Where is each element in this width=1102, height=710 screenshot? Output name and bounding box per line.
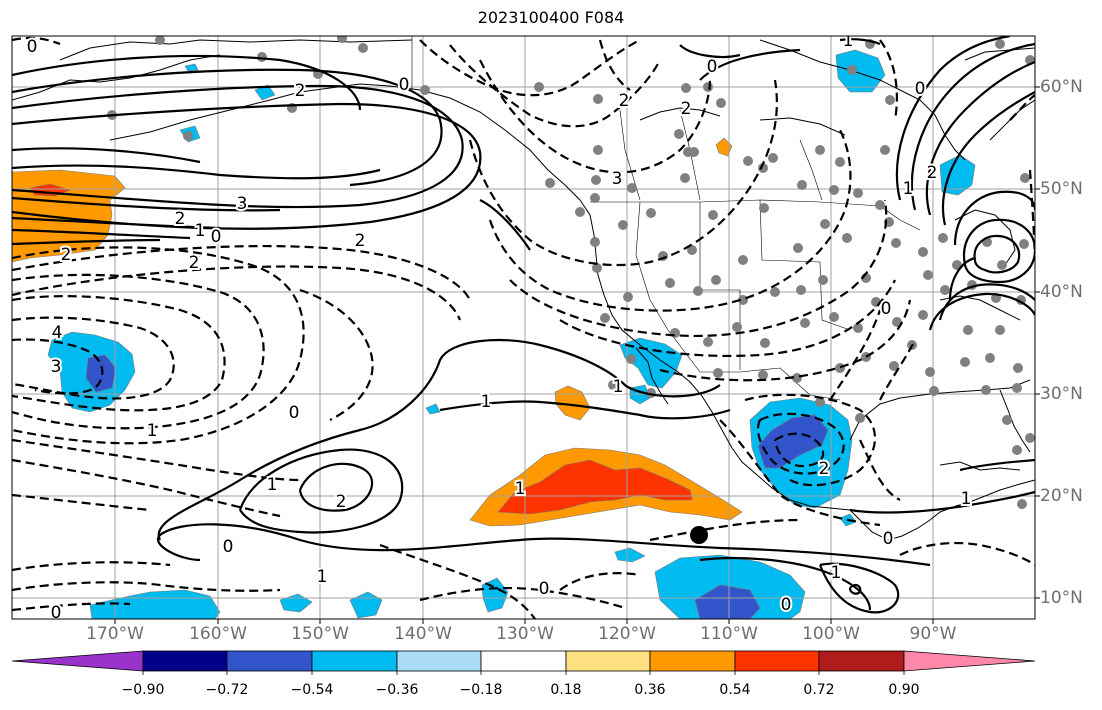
colorbar-bin [480, 650, 567, 672]
contour-label: 0 [539, 579, 550, 599]
contour-label: 2 [819, 459, 830, 479]
colorbar-tick-label: −0.90 [121, 682, 165, 698]
contour-labels: 3 2 1 0 2 2 2 4 3 1 0 1 2 1 0 1 2 1 1 0 … [25, 31, 974, 623]
colorbar-tick-label: −0.72 [205, 682, 249, 698]
contour-label: 1 [515, 479, 526, 499]
contour-label: 1 [903, 179, 914, 199]
contour-label: 1 [195, 221, 206, 241]
contour-label: 0 [289, 403, 300, 423]
longitude-label: 110°W [700, 624, 758, 644]
contour-label: 1 [613, 377, 624, 397]
colorbar-tick-label: 0.18 [550, 682, 582, 698]
location-marker [690, 526, 708, 544]
colorbar-bin [311, 650, 398, 672]
contour-label: 0 [223, 537, 234, 557]
map-panel: 3 2 1 0 2 2 2 4 3 1 0 1 2 1 0 1 2 1 1 0 … [12, 31, 1035, 623]
map-title: 2023100400 F084 [477, 8, 625, 27]
latitude-label: 60°N [1040, 77, 1083, 97]
contour-label: 2 [927, 163, 938, 183]
contour-label: 3 [612, 169, 623, 189]
colorbar-bin [142, 650, 228, 672]
station-dots [107, 36, 1035, 509]
longitude-label: 140°W [394, 624, 452, 644]
contour-label: 2 [189, 253, 200, 273]
colorbar-bin [226, 650, 313, 672]
contour-label: 1 [843, 31, 854, 51]
latitude-label: 20°N [1040, 486, 1083, 506]
latitude-label: 50°N [1040, 179, 1083, 199]
colorbar-bin [649, 650, 736, 672]
contour-label: 1 [961, 489, 972, 509]
colorbar-tick-label: 0.90 [888, 682, 920, 698]
contour-label: 1 [267, 475, 278, 495]
contour-label: 2 [61, 245, 72, 265]
contour-label: 0 [707, 57, 718, 77]
contour-label: 0 [915, 79, 926, 99]
longitude-label: 150°W [291, 624, 349, 644]
longitude-label: 100°W [802, 624, 860, 644]
dashed-contours [12, 36, 1035, 619]
contour-label: 2 [295, 81, 306, 101]
contour-label: 1 [481, 392, 492, 412]
axis-ticks [114, 86, 1040, 624]
colorbar-tick-label: −0.18 [459, 682, 503, 698]
colorbar-extend-low [11, 650, 144, 672]
contour-label: 0 [881, 299, 892, 319]
latitude-label: 40°N [1040, 282, 1083, 302]
map-frame [11, 35, 1036, 620]
contour-label: 1 [317, 567, 328, 587]
longitude-label: 160°W [189, 624, 247, 644]
solid-contours [12, 36, 1035, 614]
colorbar-bin [734, 650, 820, 672]
colorbar-tick-label: −0.36 [375, 682, 419, 698]
contour-label: 1 [147, 421, 158, 441]
longitude-label: 90°W [909, 624, 957, 644]
contour-label: 0 [211, 227, 222, 247]
colorbar-tick-label: −0.54 [290, 682, 334, 698]
colorbar-tick-label: 0.72 [803, 682, 835, 698]
contour-label: 0 [883, 529, 894, 549]
contour-label: 3 [51, 357, 62, 377]
contour-label: 2 [355, 231, 366, 251]
contour-label: 0 [27, 37, 38, 57]
colorbar-bin [565, 650, 651, 672]
contour-label: 0 [399, 75, 410, 95]
contour-label: 0 [781, 595, 792, 615]
contour-label: 0 [51, 603, 62, 623]
longitude-label: 170°W [86, 624, 144, 644]
colorbar-tick-label: 0.54 [719, 682, 751, 698]
colorbar-tick-label: 0.36 [634, 682, 666, 698]
contour-label: 4 [52, 323, 63, 343]
colorbar-bin [818, 650, 905, 672]
colorbar [11, 650, 1036, 675]
contour-label: 2 [681, 99, 692, 119]
latitude-label: 10°N [1040, 588, 1083, 608]
contour-label: 2 [619, 91, 630, 111]
contour-label: 1 [831, 563, 842, 583]
contour-label: 2 [336, 492, 347, 512]
longitude-label: 130°W [496, 624, 554, 644]
contour-label: 2 [175, 209, 186, 229]
contour-label: 3 [237, 194, 248, 214]
colorbar-bin [396, 650, 482, 672]
longitude-label: 120°W [598, 624, 656, 644]
latitude-label: 30°N [1040, 384, 1083, 404]
colorbar-extend-high [903, 650, 1036, 672]
